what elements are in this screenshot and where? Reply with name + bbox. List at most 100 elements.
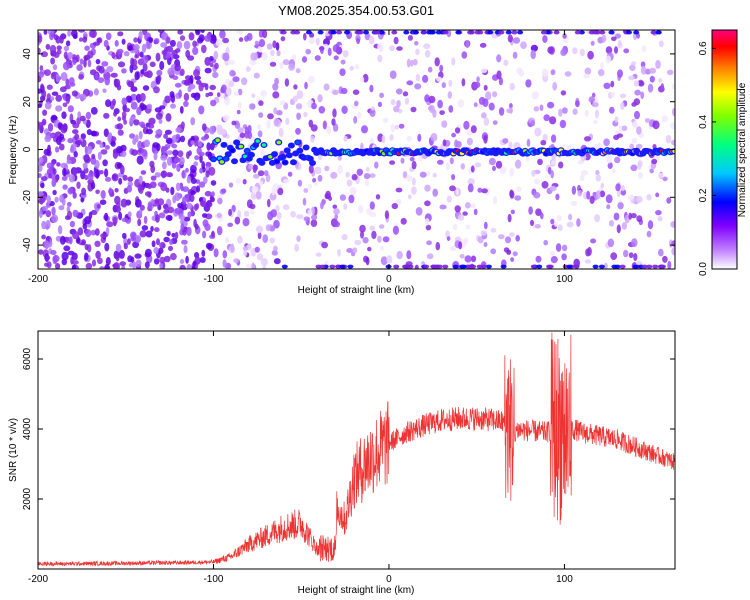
spectrogram-cell — [163, 255, 171, 263]
spectrogram-cell — [641, 45, 647, 53]
spectrogram-cell — [72, 231, 80, 240]
spectrogram-cell — [358, 204, 364, 214]
spectrogram-cell — [629, 143, 635, 150]
spectrogram-cell — [153, 152, 158, 161]
spectrogram-cell — [50, 96, 55, 101]
spectrogram-cell — [308, 37, 315, 45]
spectrogram-cell — [332, 123, 339, 132]
spectrogram-cell — [587, 50, 594, 60]
spectrogram-cell — [237, 235, 243, 244]
spectrogram-cell — [341, 105, 348, 115]
spectrogram-cell — [172, 75, 179, 80]
spectrogram-cell — [424, 218, 430, 226]
spectrogram-cell — [50, 249, 57, 256]
spectrogram-cell — [153, 38, 160, 44]
spectrogram-cell — [135, 259, 142, 267]
spectrogram-cell — [632, 120, 638, 129]
spectrogram-cell — [377, 54, 383, 63]
spectrogram-cell — [617, 40, 622, 48]
spectrogram-cell — [38, 34, 43, 43]
spectrogram-cell — [79, 58, 84, 65]
spectrogram-cell — [270, 209, 278, 218]
spectrogram-cell — [432, 188, 439, 197]
spectrogram-cell — [541, 68, 549, 78]
spectrogram-cell — [337, 155, 342, 161]
spectrogram-cell — [595, 169, 600, 176]
spectrogram-cell — [170, 253, 177, 261]
spectrogram-cell — [176, 41, 183, 50]
spectrogram-cell — [91, 182, 96, 190]
spectrogram-cell — [368, 35, 375, 45]
spectrogram-cell — [55, 73, 60, 83]
spectrogram-cell — [269, 192, 277, 201]
spectrogram-cell — [356, 37, 360, 45]
carrier-line-cell — [255, 139, 260, 143]
spectrogram-cell — [434, 57, 440, 67]
spectrogram-cell — [130, 235, 136, 242]
spectrogram-cell — [243, 210, 250, 217]
spectrogram-cell — [49, 44, 57, 54]
spectrogram-cell — [553, 30, 560, 35]
spectrogram-cell — [571, 185, 577, 195]
spectrogram-cell — [414, 264, 419, 269]
spectrogram-cell — [237, 127, 244, 133]
spectrogram-cell — [572, 47, 578, 55]
spectrogram-cell — [86, 129, 92, 136]
spectrogram-x-ticks: -200 -100 0 100 — [28, 30, 573, 285]
colorbar-tick-label: 0.0 — [698, 262, 709, 276]
spectrogram-cell — [43, 148, 51, 156]
spectrogram-cell — [326, 125, 332, 134]
spectrogram-cell — [205, 151, 212, 157]
spectrogram-cell — [365, 256, 370, 266]
spectrogram-cell — [76, 64, 83, 71]
spectrogram-cell — [185, 255, 189, 264]
spectrogram-cell — [382, 117, 389, 123]
spectrogram-cell — [45, 210, 52, 218]
spectrogram-cell — [230, 243, 235, 253]
spectrogram-cell — [234, 216, 241, 225]
spectrogram-y-label: Frequency (Hz) — [8, 116, 19, 185]
spectrogram-cell — [671, 240, 675, 247]
spectrogram-cell — [481, 188, 488, 194]
spectrogram-cell — [175, 182, 181, 192]
spectrogram-cell — [637, 171, 643, 179]
spectrogram-cell — [117, 116, 122, 122]
spectrogram-cell — [209, 62, 214, 68]
spectrogram-cell — [198, 151, 205, 157]
spectrogram-cell — [118, 211, 123, 221]
spectrogram-cell — [605, 55, 612, 64]
spectrogram-cell — [517, 30, 524, 35]
spectrogram-cell — [94, 72, 99, 81]
spectrogram-cell — [201, 44, 207, 54]
spectrogram-cell — [104, 212, 109, 222]
spectrogram-cell — [130, 57, 135, 66]
spectrogram-cell — [179, 106, 184, 114]
spectrogram-cell — [72, 192, 77, 199]
spectrogram-cell — [273, 219, 280, 229]
spectrogram-cell — [352, 89, 360, 95]
spectrogram-cell — [139, 121, 145, 127]
spectrogram-cell — [142, 85, 150, 91]
spectrogram-cell — [110, 72, 118, 78]
spectrogram-cell — [59, 235, 66, 245]
spectrogram-cell — [50, 57, 55, 65]
spectrogram-cell — [39, 195, 46, 204]
spectrogram-cell — [82, 36, 88, 43]
spectrogram-cell — [480, 230, 487, 236]
spectrogram-cell — [595, 190, 601, 200]
spectrogram-cell — [496, 54, 502, 63]
spectrogram-cell — [163, 236, 170, 243]
spectrogram-cell — [272, 91, 280, 99]
spectrogram-cell — [428, 95, 436, 104]
spectrogram-cell — [537, 158, 543, 166]
spectrogram-cell — [541, 181, 549, 189]
spectrogram-cell — [68, 236, 73, 245]
spectrogram-cell — [68, 77, 75, 86]
spectrogram-cell — [157, 247, 164, 254]
spectrogram-cell — [584, 109, 589, 117]
spectrogram-cell — [261, 52, 268, 61]
spectrogram-cell — [150, 175, 157, 181]
colorbar: 0.0 0.2 0.4 0.6 Normalized spectral amplitu… — [698, 29, 748, 276]
spectrogram-cell — [477, 187, 483, 193]
spectrogram-cell — [125, 95, 133, 103]
